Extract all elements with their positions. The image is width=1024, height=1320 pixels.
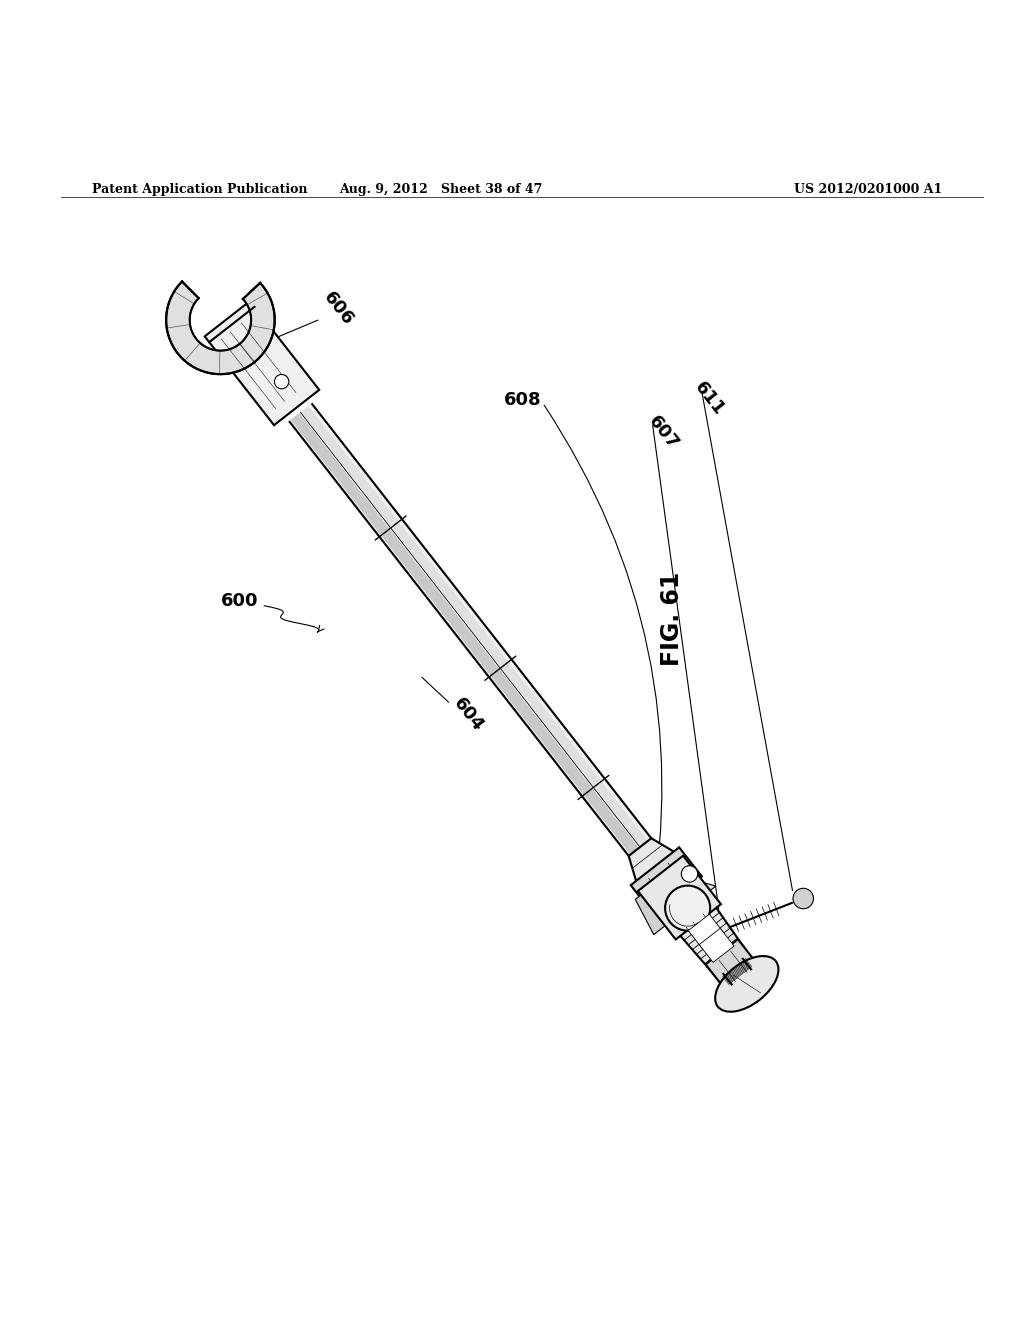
Text: 604: 604 xyxy=(450,694,486,735)
Polygon shape xyxy=(289,404,668,876)
Text: 611: 611 xyxy=(691,379,728,420)
Polygon shape xyxy=(699,928,734,962)
Text: 608: 608 xyxy=(504,391,541,409)
Text: US 2012/0201000 A1: US 2012/0201000 A1 xyxy=(794,182,942,195)
Ellipse shape xyxy=(715,956,778,1011)
Circle shape xyxy=(793,888,813,908)
Polygon shape xyxy=(678,906,746,975)
Text: Aug. 9, 2012   Sheet 38 of 47: Aug. 9, 2012 Sheet 38 of 47 xyxy=(339,182,542,195)
Polygon shape xyxy=(638,855,721,940)
Polygon shape xyxy=(706,940,761,994)
Text: 600: 600 xyxy=(221,591,258,610)
Polygon shape xyxy=(635,882,688,935)
Polygon shape xyxy=(629,838,688,898)
Polygon shape xyxy=(291,413,655,875)
Polygon shape xyxy=(688,915,723,948)
Text: 606: 606 xyxy=(319,289,356,329)
Polygon shape xyxy=(631,847,701,915)
Polygon shape xyxy=(205,301,319,425)
Circle shape xyxy=(681,866,697,882)
Text: Patent Application Publication: Patent Application Publication xyxy=(92,182,307,195)
Polygon shape xyxy=(641,873,716,925)
Polygon shape xyxy=(166,281,274,374)
Circle shape xyxy=(274,375,289,389)
Text: 607: 607 xyxy=(645,412,682,453)
Text: FIG. 61: FIG. 61 xyxy=(659,572,684,667)
Circle shape xyxy=(666,886,711,931)
Polygon shape xyxy=(301,407,665,867)
